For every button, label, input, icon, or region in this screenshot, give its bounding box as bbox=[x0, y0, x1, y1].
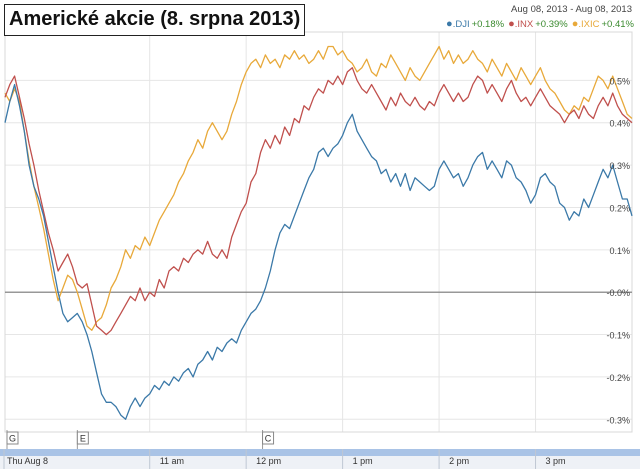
y-tick-label: 0.4% bbox=[609, 119, 630, 129]
legend-change: +0.41% bbox=[601, 19, 635, 30]
series-line-inx bbox=[4, 67, 633, 336]
y-tick-label: -0.0% bbox=[606, 288, 630, 298]
y-axis: 0.5% 0.4% 0.3% 0.2% 0.1% -0.0% -0.1% -0.2% -0.3% bbox=[606, 76, 630, 425]
time-axis: Thu Aug 8 11 am 12 pm 1 pm 2 pm 3 pm bbox=[0, 449, 640, 469]
marker-box bbox=[76, 431, 89, 445]
legend-item[interactable]: ●.DJI +0.18% bbox=[446, 18, 505, 30]
x-tick-label: Thu Aug 8 bbox=[7, 456, 48, 466]
x-tick-label: 12 pm bbox=[256, 456, 281, 466]
legend: ●.DJI +0.18% ●.INX +0.39% ●.IXIC +0.41% bbox=[442, 18, 634, 30]
date-range: Aug 08, 2013 - Aug 08, 2013 bbox=[511, 4, 632, 15]
y-tick-label: -0.3% bbox=[606, 415, 630, 425]
series-line-dji bbox=[4, 83, 633, 420]
x-tick-label: 1 pm bbox=[353, 456, 373, 466]
marker-letter: C bbox=[265, 434, 272, 444]
marker-box bbox=[262, 431, 275, 445]
time-range-selector bbox=[0, 449, 640, 456]
y-tick-label: 0.3% bbox=[609, 161, 630, 171]
legend-item[interactable]: ●.IXIC +0.41% bbox=[571, 18, 635, 30]
series-layer bbox=[4, 45, 633, 420]
y-tick-label: -0.1% bbox=[606, 331, 630, 341]
y-tick-label: 0.1% bbox=[609, 246, 630, 256]
x-tick-label: 3 pm bbox=[546, 456, 566, 466]
x-tick-label: 2 pm bbox=[449, 456, 469, 466]
y-tick-label: 0.5% bbox=[609, 76, 630, 86]
legend-symbol: .DJI bbox=[452, 19, 470, 30]
grid bbox=[4, 31, 633, 433]
y-tick-label: -0.2% bbox=[606, 373, 630, 383]
y-tick-label: 0.2% bbox=[609, 203, 630, 213]
legend-symbol: .INX bbox=[514, 19, 534, 30]
legend-change: +0.39% bbox=[535, 19, 568, 30]
series-line-ixic bbox=[4, 45, 633, 331]
marker-letter: G bbox=[9, 434, 16, 444]
legend-item[interactable]: ●.INX +0.39% bbox=[508, 18, 568, 30]
legend-symbol: .IXIC bbox=[578, 19, 600, 30]
chart-title: Americké akcie (8. srpna 2013) bbox=[4, 4, 306, 36]
legend-color-dot-icon: ● bbox=[446, 18, 453, 30]
legend-color-dot-icon: ● bbox=[508, 18, 515, 30]
legend-change: +0.18% bbox=[471, 19, 505, 30]
legend-color-dot-icon: ● bbox=[571, 18, 579, 30]
x-tick-label: 11 am bbox=[160, 456, 184, 466]
marker-letter: E bbox=[80, 434, 86, 444]
plot-border bbox=[4, 31, 633, 433]
marker-box bbox=[6, 431, 19, 445]
